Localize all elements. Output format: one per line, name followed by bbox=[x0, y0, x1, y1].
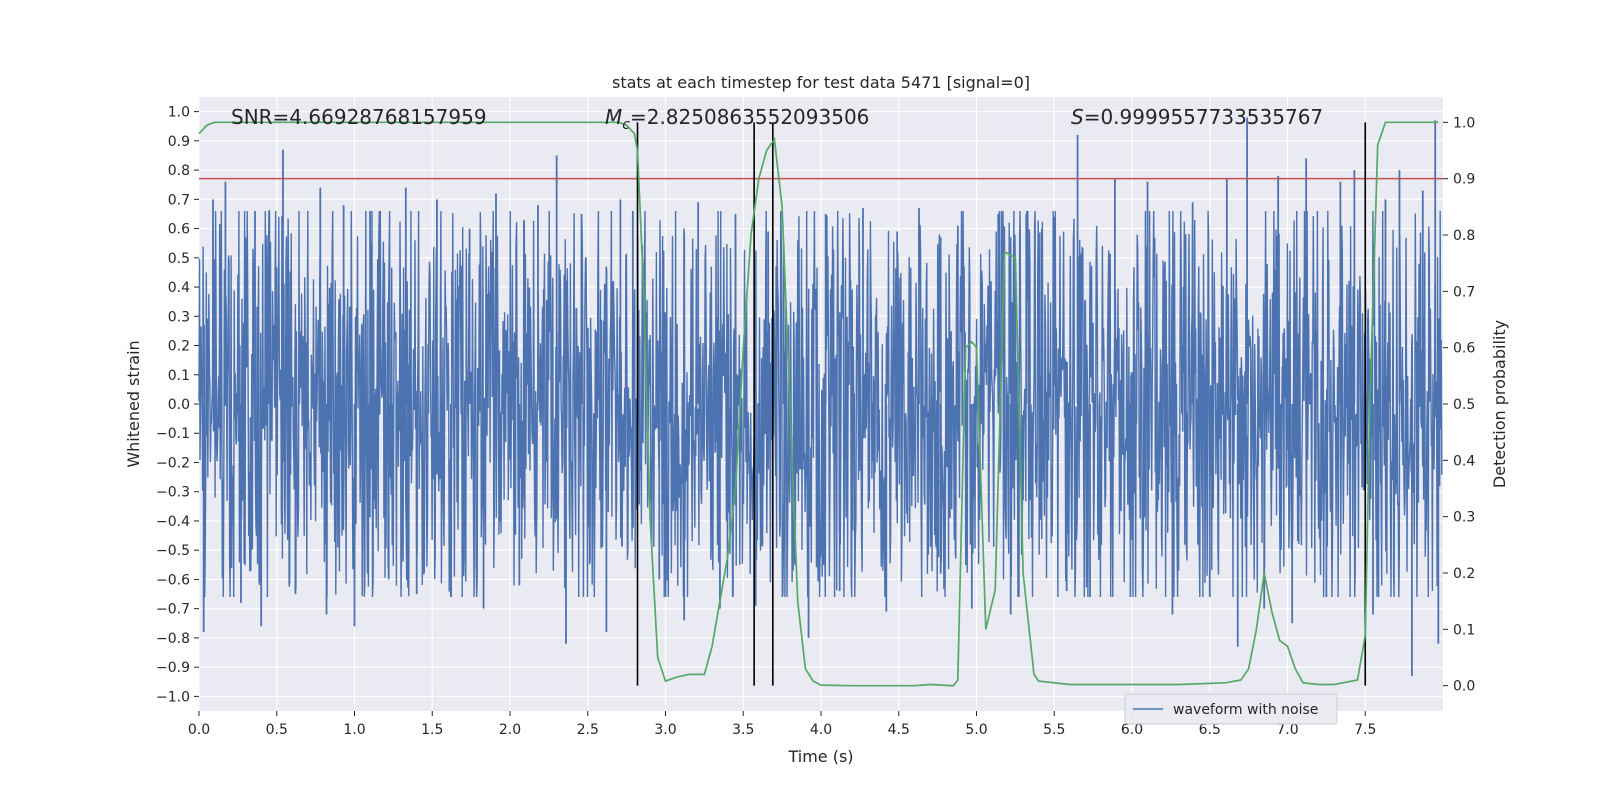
y-left-tick-label: −0.2 bbox=[156, 455, 190, 471]
x-tick-label: 2.0 bbox=[499, 722, 521, 738]
waveform-series bbox=[198, 117, 1443, 676]
y-axis-label-left: Whitened strain bbox=[124, 340, 143, 467]
y-left-tick-label: 0.6 bbox=[168, 222, 190, 238]
x-tick-label: 3.5 bbox=[732, 722, 754, 738]
x-tick-label: 6.0 bbox=[1121, 722, 1143, 738]
chirp-mass-value: =2.8250863552093506 bbox=[630, 105, 869, 129]
y-left-tick-label: −0.5 bbox=[156, 543, 190, 559]
probability-series bbox=[198, 121, 1439, 687]
chart-title: stats at each timestep for test data 547… bbox=[612, 73, 1030, 92]
x-tick-label: 5.0 bbox=[965, 722, 987, 738]
y-left-tick-label: 1.0 bbox=[168, 105, 190, 121]
y-left-tick-label: 0.5 bbox=[168, 251, 190, 267]
y-right-tick-label: 1.0 bbox=[1453, 115, 1475, 131]
y-left-tick-label: −0.1 bbox=[156, 426, 190, 442]
y-left-tick-label: −0.6 bbox=[156, 572, 190, 588]
y-left-tick-label: −0.9 bbox=[156, 660, 190, 676]
chirp-mass-annotation: Mc=2.8250863552093506 bbox=[605, 105, 869, 133]
y-left-tick-label: −1.0 bbox=[156, 689, 190, 705]
x-tick-label: 4.0 bbox=[810, 722, 832, 738]
y-right-tick-label: 0.8 bbox=[1453, 228, 1475, 244]
x-tick-label: 6.5 bbox=[1199, 722, 1221, 738]
x-tick-label: 5.5 bbox=[1043, 722, 1065, 738]
x-tick-label: 0.0 bbox=[188, 722, 210, 738]
legend-label: waveform with noise bbox=[1173, 702, 1318, 718]
y-right-tick-label: 0.0 bbox=[1453, 679, 1475, 695]
probability-line bbox=[198, 121, 1439, 687]
legend: waveform with noise bbox=[1124, 693, 1338, 725]
y-left-tick-label: 0.4 bbox=[168, 280, 190, 296]
y-left-tick-label: 0.7 bbox=[168, 192, 190, 208]
y-left-tick-label: 0.0 bbox=[168, 397, 190, 413]
x-tick-label: 1.5 bbox=[421, 722, 443, 738]
s-value: =0.9999557733535767 bbox=[1084, 105, 1323, 129]
snr-annotation: SNR=4.66928768157959 bbox=[231, 105, 487, 129]
x-tick-label: 3.0 bbox=[654, 722, 676, 738]
x-tick-label: 7.0 bbox=[1276, 722, 1298, 738]
x-tick-label: 1.0 bbox=[343, 722, 365, 738]
y-left-tick-label: 0.8 bbox=[168, 163, 190, 179]
y-right-tick-label: 0.1 bbox=[1453, 622, 1475, 638]
y-left-tick-label: 0.1 bbox=[168, 368, 190, 384]
y-right-tick-label: 0.9 bbox=[1453, 172, 1475, 188]
y-left-tick-label: 0.3 bbox=[168, 309, 190, 325]
y-right-tick-label: 0.4 bbox=[1453, 453, 1475, 469]
y-right-tick-label: 0.2 bbox=[1453, 566, 1475, 582]
y-axis-label-right: Detection probability bbox=[1490, 320, 1509, 488]
axes: 0.0 0.5 1.0 1.5 2.0 2.5 3.0 3.5 4.0 4.5 5.0 5.5 6.0 6… bbox=[156, 105, 1475, 738]
reference-lines bbox=[199, 122, 1443, 686]
x-tick-label: 2.5 bbox=[577, 722, 599, 738]
waveform-trace bbox=[198, 210, 1443, 598]
x-tick-label: 7.5 bbox=[1354, 722, 1376, 738]
legend-box bbox=[1124, 693, 1338, 725]
x-axis-label: Time (s) bbox=[787, 747, 853, 766]
s-symbol: S bbox=[1071, 105, 1084, 129]
y-left-tick-label: −0.3 bbox=[156, 485, 190, 501]
x-tick-label: 4.5 bbox=[888, 722, 910, 738]
y-right-tick-label: 0.6 bbox=[1453, 341, 1475, 357]
x-tick-label: 0.5 bbox=[266, 722, 288, 738]
y-left-tick-label: 0.2 bbox=[168, 339, 190, 355]
y-left-tick-label: −0.7 bbox=[156, 602, 190, 618]
y-right-tick-label: 0.5 bbox=[1453, 397, 1475, 413]
y-left-tick-label: −0.4 bbox=[156, 514, 190, 530]
chirp-mass-symbol: M bbox=[605, 105, 622, 129]
y-right-tick-label: 0.3 bbox=[1453, 510, 1475, 526]
y-right-tick-label: 0.7 bbox=[1453, 284, 1475, 300]
s-annotation: S=0.9999557733535767 bbox=[1071, 105, 1323, 129]
chirp-mass-subscript: c bbox=[622, 117, 630, 133]
y-left-tick-label: −0.8 bbox=[156, 631, 190, 647]
y-left-tick-label: 0.9 bbox=[168, 134, 190, 150]
